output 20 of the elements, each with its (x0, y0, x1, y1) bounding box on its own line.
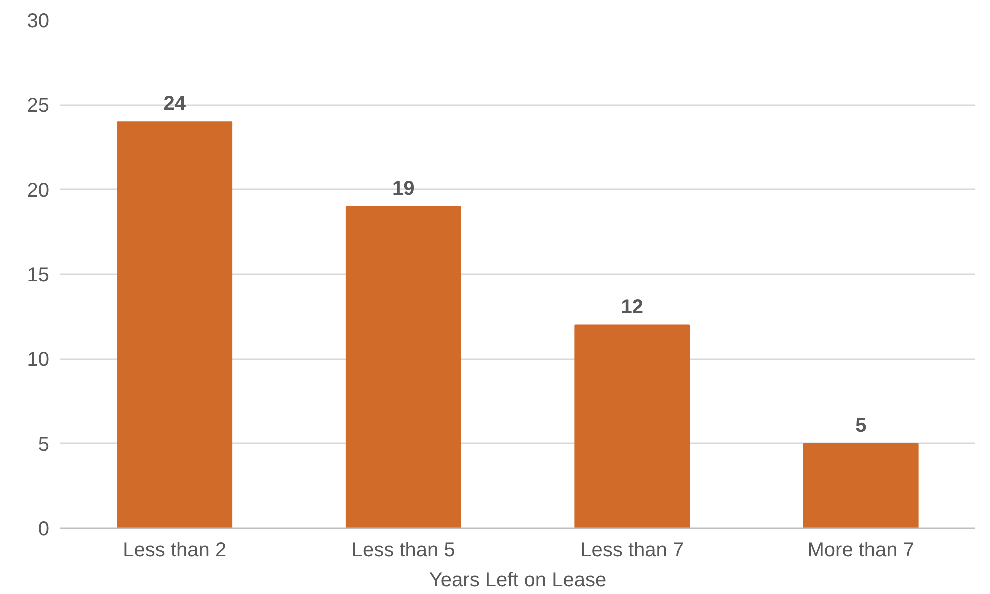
y-tick-label: 25 (27, 95, 50, 118)
x-tick-label: Less than 7 (580, 540, 684, 562)
data-label: 24 (164, 93, 187, 116)
y-tick-label: 15 (27, 264, 50, 286)
y-tick-label: 20 (27, 180, 50, 202)
data-label: 5 (856, 414, 867, 437)
y-tick-label: 10 (27, 349, 50, 372)
x-axis-title: Years Left on Lease (429, 570, 607, 592)
y-tick-label: 30 (27, 10, 50, 32)
x-tick-label: Less than 2 (123, 540, 227, 562)
bar (574, 324, 690, 528)
y-tick-label: 5 (38, 434, 50, 456)
x-tick-label: More than 7 (808, 540, 914, 562)
bar (803, 443, 919, 528)
data-label: 12 (621, 296, 644, 318)
bar (346, 206, 462, 528)
data-label: 19 (392, 178, 415, 200)
x-tick-label: Less than 5 (352, 540, 456, 562)
bar (117, 122, 233, 528)
y-tick-label: 0 (38, 518, 50, 540)
